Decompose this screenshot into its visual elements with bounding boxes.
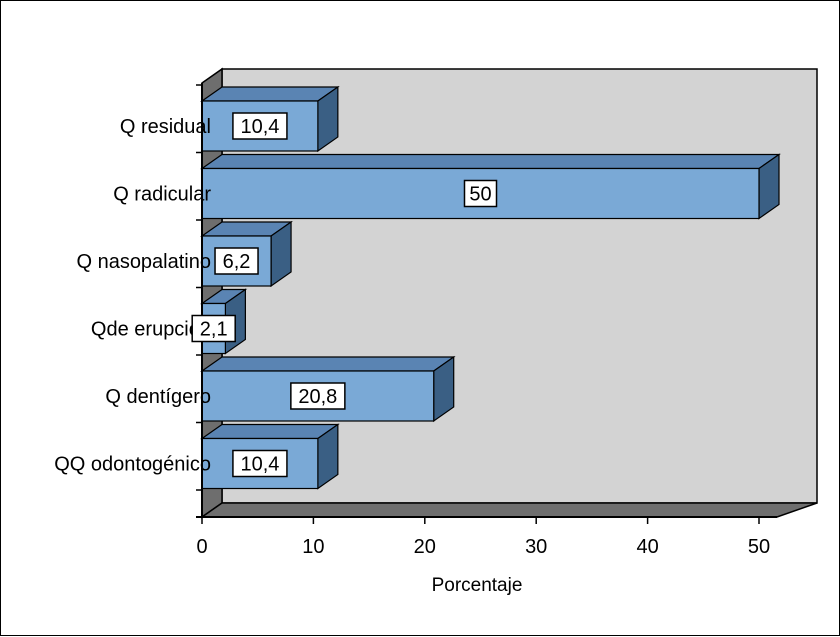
x-tick-label: 40 <box>636 536 658 558</box>
x-tick-label: 20 <box>414 536 436 558</box>
x-axis-title: Porcentaje <box>432 575 523 596</box>
data-label: 6,2 <box>214 247 259 275</box>
data-label-box <box>232 112 288 140</box>
data-label-text: 20,8 <box>298 386 337 408</box>
data-labels: QQ odontogénico Q dentígero Qde erupción Q … <box>54 112 498 478</box>
plot-floor <box>199 502 818 518</box>
data-label: 20,8 <box>290 382 346 410</box>
x-tick-label: 10 <box>302 536 324 558</box>
category-label: QQ odontogénico <box>54 454 211 476</box>
category-label: Q nasopalatino <box>76 251 211 273</box>
data-label: 10,4 <box>232 112 288 140</box>
category-label: Qde erupción <box>91 319 211 341</box>
bar <box>200 153 781 220</box>
data-label-text: 6,2 <box>223 251 251 273</box>
data-label-box <box>232 449 288 478</box>
data-label-text: 10,4 <box>240 454 279 476</box>
data-label-box <box>463 179 498 208</box>
bar-top-face <box>200 423 340 440</box>
x-tick-label: 50 <box>748 536 770 558</box>
category-label: Q residual <box>120 116 211 138</box>
category-label: Q dentígero <box>105 386 211 408</box>
data-label: 10,4 <box>232 449 288 478</box>
data-label-text: 2,1 <box>200 319 228 341</box>
bar <box>200 220 293 288</box>
data-label-text: 10,4 <box>240 116 279 138</box>
data-label-box <box>214 247 259 275</box>
data-label-text: 50 <box>469 184 491 206</box>
bar-top-face <box>200 153 781 170</box>
data-label: 50 <box>463 179 498 208</box>
category-label: Q radicular <box>113 184 211 206</box>
data-label: 2,1 <box>191 314 236 343</box>
bar-top-face <box>200 356 456 372</box>
data-label-box <box>290 382 346 410</box>
x-tick-label: 30 <box>525 536 547 558</box>
axes: 0 10 20 30 40 50 <box>196 83 777 558</box>
data-label-box <box>191 314 236 343</box>
bar-top-face <box>200 86 340 102</box>
x-tick-label: 0 <box>196 536 207 558</box>
